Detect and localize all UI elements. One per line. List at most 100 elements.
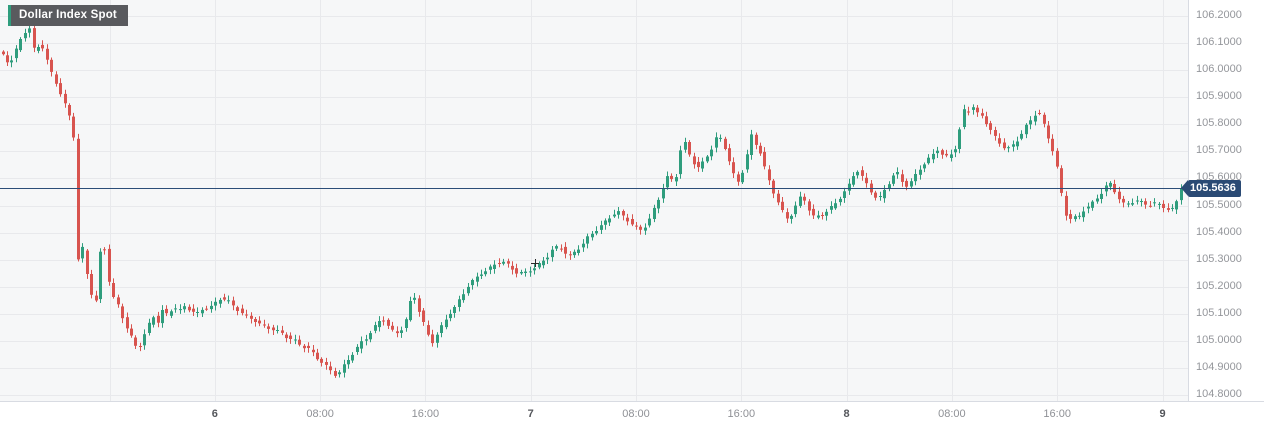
- candle-up: [879, 196, 882, 197]
- y-axis-label: 105.1000: [1196, 306, 1242, 319]
- candle-down: [635, 225, 638, 227]
- time-axis[interactable]: 6 08:00 16:00 7 08:00 16:00 8 08:00 16:00 9: [0, 402, 1264, 429]
- candle-up: [462, 294, 465, 301]
- candle-up: [613, 214, 616, 217]
- candle-up: [577, 249, 580, 253]
- candle-up: [617, 211, 620, 215]
- candle-down: [967, 111, 970, 113]
- candle-down: [431, 334, 434, 344]
- candle-down: [569, 254, 572, 256]
- candle-up: [1109, 182, 1112, 187]
- candle-up: [294, 339, 297, 341]
- candle-down: [112, 283, 115, 297]
- candle-up: [524, 271, 527, 273]
- candle-up: [848, 183, 851, 191]
- candle-up: [28, 28, 31, 33]
- y-axis-label: 105.8000: [1196, 117, 1242, 130]
- candle-up: [910, 181, 913, 187]
- candle-down: [192, 308, 195, 312]
- candle-up: [927, 157, 930, 164]
- instrument-title: Dollar Index Spot: [11, 5, 128, 26]
- candle-up: [555, 246, 558, 249]
- price-tag-arrow-icon: [1181, 180, 1188, 197]
- candle-up: [343, 364, 346, 373]
- x-axis-time-label: 16:00: [411, 408, 440, 420]
- candle-up: [595, 231, 598, 234]
- candle-down: [768, 169, 771, 181]
- y-axis-label: 104.9000: [1196, 360, 1242, 373]
- candle-up: [405, 319, 408, 328]
- y-axis-label: 105.0000: [1196, 333, 1242, 346]
- candle-up: [600, 225, 603, 230]
- candle-up: [493, 264, 496, 269]
- x-axis-time-label: 08:00: [938, 408, 966, 420]
- candle-down: [134, 337, 137, 346]
- candle-down: [1167, 208, 1170, 210]
- candle-down: [786, 212, 789, 219]
- candle-up: [852, 176, 855, 185]
- candle-up: [489, 266, 492, 270]
- candle-up: [710, 149, 713, 157]
- y-axis-label: 105.7000: [1196, 144, 1242, 157]
- candle-down: [976, 107, 979, 113]
- x-axis-time-label: 16:00: [727, 408, 756, 420]
- candle-up: [440, 325, 443, 333]
- candle-down: [285, 334, 288, 339]
- candle-down: [391, 325, 394, 330]
- candle-down: [382, 320, 385, 322]
- y-axis-label: 105.5000: [1196, 198, 1242, 211]
- candle-down: [498, 263, 501, 264]
- candle-up: [608, 218, 611, 223]
- candle-up: [161, 310, 164, 324]
- candle-down: [307, 345, 310, 348]
- candle-down: [165, 308, 168, 314]
- candle-up: [529, 271, 532, 273]
- candle-up: [684, 142, 687, 150]
- candle-up: [476, 276, 479, 282]
- candle-down: [865, 177, 868, 184]
- candle-up: [1140, 201, 1143, 202]
- candle-down: [103, 249, 106, 251]
- candle-up: [1171, 207, 1174, 209]
- candle-up: [347, 360, 350, 365]
- price-axis[interactable]: 106.2000 106.1000 106.0000 105.9000 105.8000…: [1189, 0, 1264, 401]
- crosshair-marker-icon: [531, 259, 539, 267]
- candle-up: [449, 313, 452, 319]
- candle-up: [546, 257, 549, 260]
- badge-accent-bar: [8, 5, 11, 26]
- candle-down: [803, 196, 806, 201]
- candle-down: [6, 55, 9, 63]
- candle-up: [24, 33, 27, 39]
- candle-down: [157, 315, 160, 323]
- candle-up: [932, 153, 935, 160]
- candle-up: [445, 319, 448, 328]
- candle-up: [715, 137, 718, 148]
- candle-up: [152, 317, 155, 325]
- candle-down: [688, 142, 691, 155]
- instrument-badge[interactable]: Dollar Index Spot: [8, 5, 128, 26]
- candle-up: [413, 297, 416, 300]
- current-price-value: 105.5636: [1188, 179, 1241, 197]
- candle-down: [515, 268, 518, 274]
- plot-background: [0, 0, 1188, 401]
- candle-down: [130, 328, 133, 336]
- candle-up: [963, 109, 966, 127]
- candle-down: [511, 265, 514, 270]
- candle-down: [998, 138, 1001, 144]
- candle-up: [666, 176, 669, 188]
- x-axis-day-label: 9: [1159, 408, 1166, 420]
- candle-up: [582, 243, 585, 248]
- candle-up: [573, 251, 576, 256]
- candle-down: [1060, 168, 1063, 193]
- candle-up: [799, 196, 802, 206]
- candle-down: [298, 339, 301, 345]
- candle-down: [945, 153, 948, 156]
- candle-down: [861, 170, 864, 176]
- candle-up: [1025, 124, 1028, 135]
- candle-down: [631, 219, 634, 225]
- candle-down: [724, 138, 727, 149]
- candle-up: [1007, 147, 1010, 149]
- candle-up: [1136, 200, 1139, 202]
- candle-up: [644, 227, 647, 231]
